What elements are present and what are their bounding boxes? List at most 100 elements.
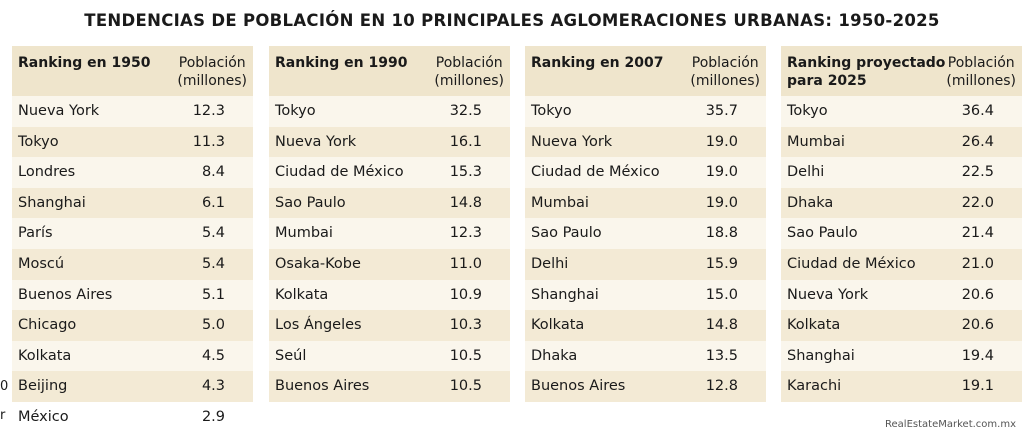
ranking-table: Ranking en 1950 Población (millones) Nueva… [12,46,253,433]
ranking-table: Ranking en 1990 Población (millones) Tokyo… [269,46,510,402]
city-name: París [18,225,53,242]
population-value: 21.4 [961,225,994,242]
population-value: 19.0 [705,164,738,181]
table-row: Nueva York 20.6 [781,279,1022,311]
city-name: Osaka-Kobe [275,255,361,272]
table-row: Ciudad de México 19.0 [525,157,766,188]
city-name: Karachi [787,378,842,395]
city-name: Sao Paulo [531,225,602,242]
population-value: 26.4 [961,133,994,150]
table-row: Seúl 10.5 [269,340,510,372]
table-row: Kolkata 14.8 [525,310,766,341]
ranking-label: Ranking en 2007 [531,55,664,71]
city-name: Sao Paulo [787,225,858,242]
table-row: Chicago 5.0 [12,310,253,341]
population-value: 20.6 [961,317,994,334]
population-value: 22.5 [961,164,994,181]
table-row: Sao Paulo 14.8 [269,187,510,219]
table-header: Ranking proyectado para 2025 Población (m… [781,46,1022,96]
page-title: TENDENCIAS DE POBLACIÓN EN 10 PRINCIPALE… [84,11,940,30]
table-row: Nueva York 12.3 [12,96,253,127]
table-row: Sao Paulo 21.4 [781,218,1022,249]
table-header: Ranking en 2007 Población (millones) [525,46,766,96]
population-value: 35.7 [705,103,738,119]
city-name: Buenos Aires [18,286,113,303]
city-name: Ciudad de México [787,255,916,272]
population-value: 13.5 [705,347,738,364]
table-row: Mumbai 26.4 [781,126,1022,158]
table-row: Nueva York 16.1 [269,126,510,158]
city-name: Los Ángeles [275,317,362,334]
population-label: Población (millones) [690,55,760,89]
table-row: Buenos Aires 5.1 [12,279,253,311]
population-value: 12.3 [449,225,482,242]
population-value: 19.0 [705,133,738,150]
table-row: Delhi 15.9 [525,248,766,280]
table-row: Karachi 19.1 [781,371,1022,402]
table-row: Buenos Aires 10.5 [269,371,510,402]
city-name: Chicago [18,317,77,334]
population-value: 18.8 [705,225,738,242]
population-value: 14.8 [705,317,738,334]
city-name: Kolkata [275,286,329,303]
population-value: 21.0 [961,255,994,272]
population-value: 4.5 [201,347,225,364]
city-name: Mumbai [531,194,589,211]
population-value: 19.1 [961,378,994,395]
table-header: Ranking en 1950 Población (millones) [12,46,253,96]
table-row: Dhaka 22.0 [781,187,1022,219]
population-value: 5.1 [201,286,225,303]
table-row: Tokyo 36.4 [781,96,1022,127]
city-name: Shanghai [18,194,86,211]
population-value: 32.5 [449,103,482,119]
table-row: Mumbai 12.3 [269,218,510,249]
table-row: México 2.9 [12,402,253,433]
population-value: 5.0 [201,317,225,334]
table-header: Ranking en 1990 Población (millones) [269,46,510,96]
population-label: Población (millones) [177,55,247,89]
population-value: 10.5 [449,347,482,364]
margin-mark: 0 [0,379,9,394]
table-row: Shanghai 15.0 [525,279,766,311]
population-value: 2.9 [201,408,225,425]
city-name: Tokyo [787,103,828,119]
city-name: Dhaka [787,194,834,211]
city-name: Londres [18,164,76,181]
city-name: Shanghai [531,286,599,303]
population-value: 4.3 [201,378,225,395]
population-value: 11.3 [192,133,225,150]
city-name: Mumbai [275,225,333,242]
city-name: Buenos Aires [275,378,370,395]
city-name: Dhaka [531,347,578,364]
population-value: 10.3 [449,317,482,334]
table-row: Beijing 4.3 [12,371,253,402]
city-name: Kolkata [18,347,72,364]
table-row: Ciudad de México 21.0 [781,248,1022,280]
table-row: Dhaka 13.5 [525,340,766,372]
population-value: 5.4 [201,225,225,242]
population-value: 6.1 [201,194,225,211]
city-name: Tokyo [275,103,316,119]
table-row: Tokyo 32.5 [269,96,510,127]
city-name: Ciudad de México [531,164,660,181]
population-value: 10.5 [449,378,482,395]
city-name: Delhi [531,255,569,272]
city-name: Kolkata [531,317,585,334]
table-row: Sao Paulo 18.8 [525,218,766,249]
population-value: 19.4 [961,347,994,364]
source-credit: RealEstateMarket.com.mx [885,419,1016,430]
population-value: 12.3 [192,103,225,119]
city-name: Seúl [275,347,307,364]
city-name: Buenos Aires [531,378,626,395]
population-value: 36.4 [961,103,994,119]
table-row: Delhi 22.5 [781,157,1022,188]
table-row: Tokyo 35.7 [525,96,766,127]
table-row: Shanghai 19.4 [781,340,1022,372]
table-row: Kolkata 20.6 [781,310,1022,341]
ranking-label: Ranking proyectado para 2025 [787,55,946,89]
city-name: Nueva York [787,286,869,303]
city-name: Tokyo [18,133,59,150]
city-name: Kolkata [787,317,841,334]
population-value: 10.9 [449,286,482,303]
table-row: Osaka-Kobe 11.0 [269,248,510,280]
